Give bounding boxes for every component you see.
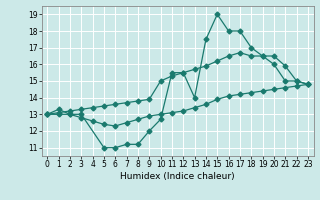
X-axis label: Humidex (Indice chaleur): Humidex (Indice chaleur) — [120, 172, 235, 181]
